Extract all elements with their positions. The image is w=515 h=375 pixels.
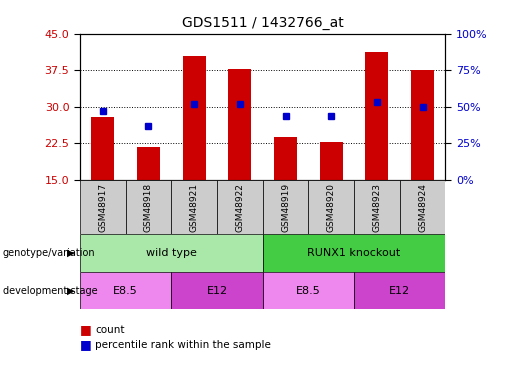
Bar xyxy=(171,180,217,234)
Text: development stage: development stage xyxy=(3,286,97,296)
Text: E8.5: E8.5 xyxy=(113,286,138,296)
Text: E12: E12 xyxy=(389,286,410,296)
Text: ■: ■ xyxy=(80,339,96,351)
Bar xyxy=(354,180,400,234)
Text: GSM48924: GSM48924 xyxy=(418,183,427,232)
Text: genotype/variation: genotype/variation xyxy=(3,248,95,258)
Bar xyxy=(354,272,445,309)
Bar xyxy=(171,272,263,309)
Bar xyxy=(80,234,263,272)
Text: GSM48921: GSM48921 xyxy=(190,183,199,232)
Bar xyxy=(366,52,388,180)
Title: GDS1511 / 1432766_at: GDS1511 / 1432766_at xyxy=(182,16,344,30)
Bar xyxy=(217,180,263,234)
Bar xyxy=(263,272,354,309)
Bar xyxy=(80,272,171,309)
Bar xyxy=(91,117,114,180)
Bar xyxy=(263,234,445,272)
Text: GSM48920: GSM48920 xyxy=(327,183,336,232)
Text: RUNX1 knockout: RUNX1 knockout xyxy=(307,248,401,258)
Text: GSM48917: GSM48917 xyxy=(98,183,107,232)
Text: GSM48922: GSM48922 xyxy=(235,183,244,232)
Bar xyxy=(228,69,251,180)
Text: GSM48919: GSM48919 xyxy=(281,183,290,232)
Text: percentile rank within the sample: percentile rank within the sample xyxy=(95,340,271,350)
Text: wild type: wild type xyxy=(146,248,197,258)
Bar xyxy=(400,180,445,234)
Text: ▶: ▶ xyxy=(67,248,75,258)
Text: ▶: ▶ xyxy=(67,286,75,296)
Text: E12: E12 xyxy=(207,286,228,296)
Text: GSM48918: GSM48918 xyxy=(144,183,153,232)
Bar xyxy=(183,56,205,180)
Text: count: count xyxy=(95,325,125,335)
Bar xyxy=(80,180,126,234)
Bar xyxy=(126,180,171,234)
Bar xyxy=(320,142,342,180)
Bar xyxy=(274,137,297,180)
Text: GSM48923: GSM48923 xyxy=(372,183,382,232)
Text: E8.5: E8.5 xyxy=(296,286,321,296)
Text: ■: ■ xyxy=(80,324,96,336)
Bar xyxy=(411,70,434,180)
Bar xyxy=(137,147,160,180)
Bar xyxy=(263,180,308,234)
Bar xyxy=(308,180,354,234)
